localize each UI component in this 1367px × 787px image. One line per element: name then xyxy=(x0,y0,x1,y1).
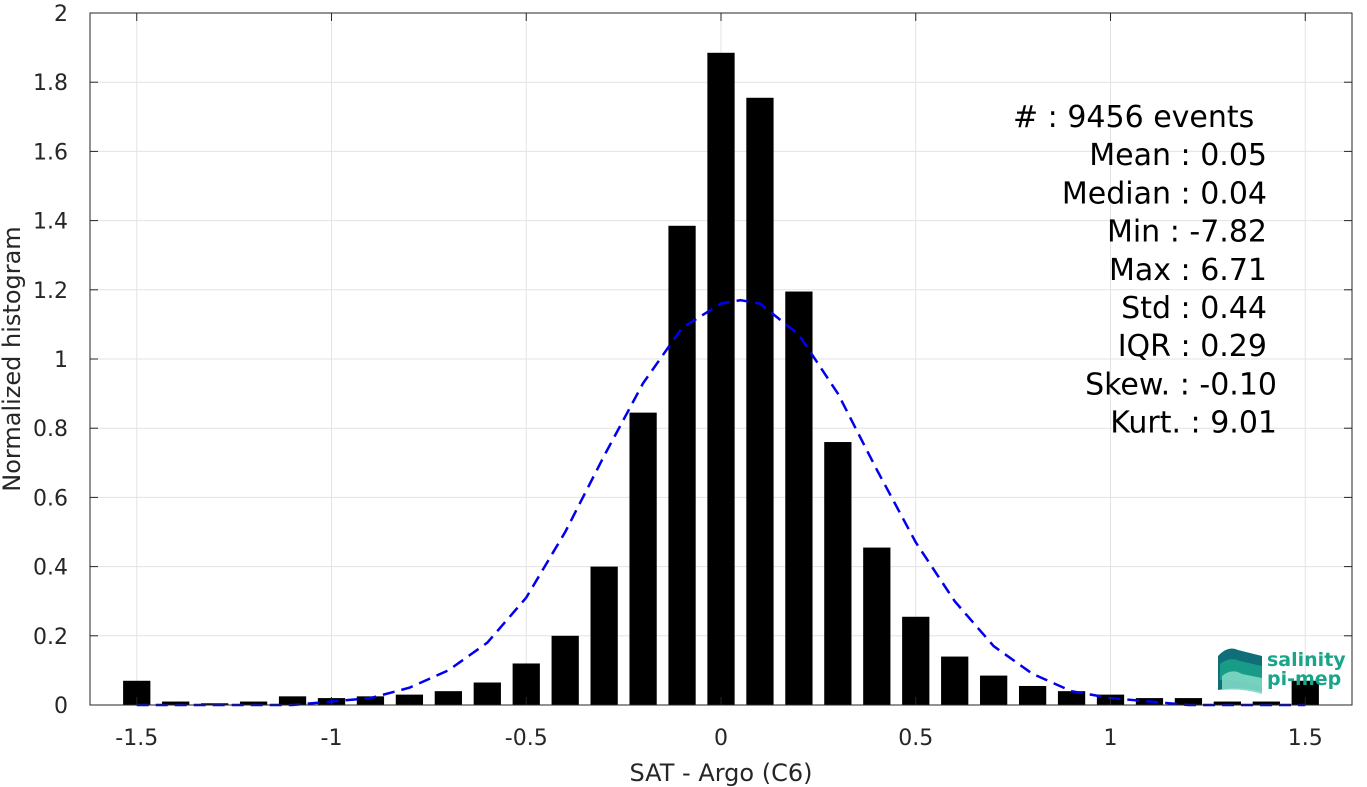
stat-std: Std : 0.44 xyxy=(1121,291,1267,326)
histogram-bars xyxy=(123,52,1319,706)
y-tick-label: 0.8 xyxy=(33,417,68,442)
stat-count: # : 9456 events xyxy=(1013,100,1254,135)
x-tick-label: 0 xyxy=(714,726,728,751)
stat-skew: Skew. : -0.10 xyxy=(1085,367,1277,402)
histogram-bar xyxy=(629,412,657,705)
histogram-bar xyxy=(1018,685,1047,705)
y-tick-label: 0.2 xyxy=(33,625,68,650)
stat-kurt: Kurt. : 9.01 xyxy=(1110,406,1277,441)
x-axis-label: SAT - Argo (C6) xyxy=(630,759,813,787)
stat-max: Max : 6.71 xyxy=(1109,253,1267,288)
y-tick-label: 1.8 xyxy=(33,71,68,96)
y-tick-label: 0 xyxy=(54,694,68,719)
histogram-bar xyxy=(239,701,268,705)
logo-text-line1: salinity xyxy=(1267,649,1346,671)
histogram-bar xyxy=(395,694,424,705)
histogram-bar xyxy=(162,701,190,705)
histogram-bar xyxy=(863,547,891,705)
histogram-bar xyxy=(824,442,852,705)
logo-text-line2: pi-mep xyxy=(1267,668,1341,690)
histogram-bar xyxy=(707,52,735,706)
normal-fit-curve xyxy=(136,298,1306,707)
histogram-bar xyxy=(551,635,579,705)
stat-min: Min : -7.82 xyxy=(1107,215,1267,250)
histogram-bar xyxy=(590,566,618,705)
histogram-bar xyxy=(1252,701,1280,705)
histogram-bar xyxy=(473,682,501,705)
histogram-bar xyxy=(1174,698,1203,705)
x-tick-label: 1 xyxy=(1104,726,1118,751)
y-tick-label: 0.6 xyxy=(33,486,68,511)
y-tick-label: 2 xyxy=(54,2,68,27)
histogram-bar xyxy=(902,616,930,705)
logo-wave-icon xyxy=(1218,648,1262,694)
y-tick-label: 1.2 xyxy=(33,279,68,304)
histogram-bar xyxy=(434,691,462,705)
histogram-bar xyxy=(1057,691,1086,705)
stat-mean: Mean : 0.05 xyxy=(1089,138,1267,173)
x-axis-ticks: -1.5 -1 -0.5 0 0.5 1 1.5 xyxy=(115,13,1323,751)
y-tick-label: 1.6 xyxy=(33,140,68,165)
y-tick-label: 1 xyxy=(54,348,68,373)
histogram-bar xyxy=(785,291,813,705)
histogram-bar xyxy=(278,696,307,705)
x-tick-label: -1.5 xyxy=(115,726,158,751)
y-axis-label: Normalized histogram xyxy=(0,226,26,491)
stat-iqr: IQR : 0.29 xyxy=(1118,329,1267,364)
x-tick-label: -1 xyxy=(321,726,343,751)
y-tick-label: 1.4 xyxy=(33,210,68,235)
histogram-bar xyxy=(980,675,1008,705)
histogram-bar xyxy=(1213,701,1241,705)
histogram-bar xyxy=(746,97,774,705)
salinity-pimep-logo: salinity pi-mep xyxy=(1218,648,1346,694)
x-tick-label: 1.5 xyxy=(1288,726,1323,751)
y-tick-label: 0.4 xyxy=(33,556,68,581)
x-tick-label: 0.5 xyxy=(898,726,933,751)
y-axis-ticks: 0 0.2 0.4 0.6 0.8 1 1.2 1.4 1.6 1.8 2 xyxy=(33,2,1352,719)
histogram-bar xyxy=(356,696,385,705)
histogram-bar xyxy=(941,656,969,705)
histogram-bar xyxy=(668,225,696,706)
x-tick-label: -0.5 xyxy=(505,726,548,751)
stat-median: Median : 0.04 xyxy=(1062,176,1267,211)
